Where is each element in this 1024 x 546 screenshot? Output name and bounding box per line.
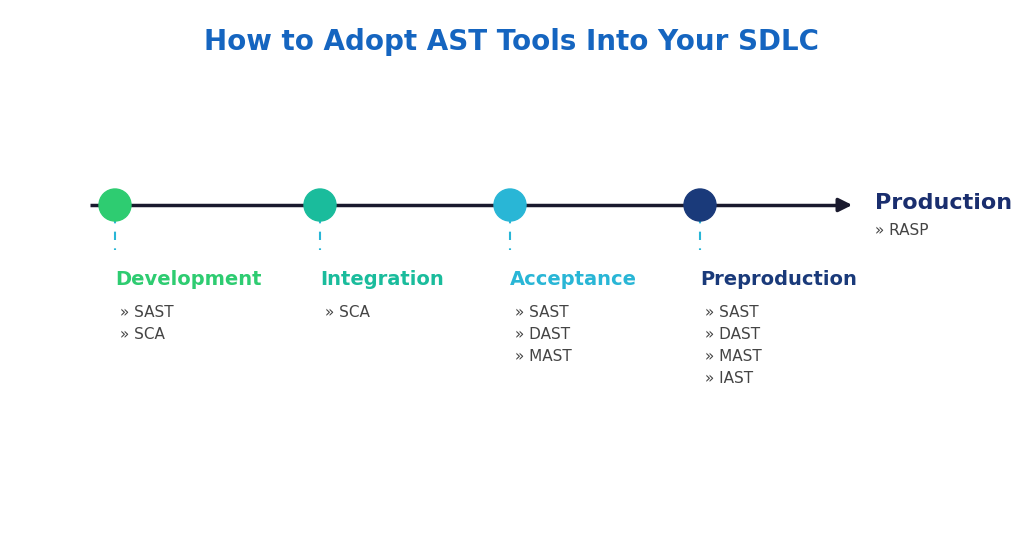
Text: » SCA: » SCA [120,327,165,342]
Text: » SAST: » SAST [705,305,759,320]
Text: How to Adopt AST Tools Into Your SDLC: How to Adopt AST Tools Into Your SDLC [205,28,819,56]
Text: » SCA: » SCA [325,305,370,320]
Text: Production: Production [874,193,1012,213]
Text: Acceptance: Acceptance [510,270,637,289]
Text: » MAST: » MAST [705,349,762,364]
Text: » IAST: » IAST [705,371,753,386]
Text: Integration: Integration [319,270,443,289]
Text: Development: Development [115,270,261,289]
Text: » MAST: » MAST [515,349,571,364]
Text: » DAST: » DAST [705,327,760,342]
Text: » DAST: » DAST [515,327,570,342]
Text: Preproduction: Preproduction [700,270,857,289]
Text: » RASP: » RASP [874,223,929,238]
Ellipse shape [684,189,716,221]
Text: » SAST: » SAST [515,305,568,320]
Ellipse shape [304,189,336,221]
Ellipse shape [99,189,131,221]
Text: » SAST: » SAST [120,305,174,320]
Ellipse shape [494,189,526,221]
